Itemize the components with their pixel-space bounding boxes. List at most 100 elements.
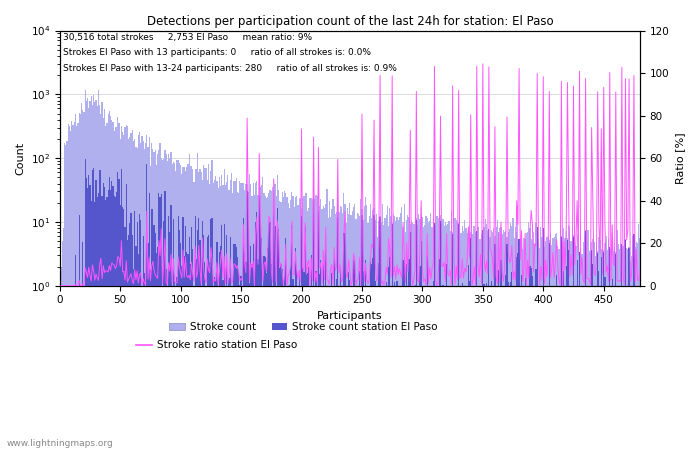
Bar — [265, 257, 266, 450]
Bar — [412, 223, 413, 450]
Bar — [250, 246, 251, 450]
Bar — [246, 191, 248, 450]
Bar — [125, 125, 127, 450]
Bar — [196, 259, 197, 450]
Bar — [258, 196, 260, 450]
Bar — [185, 226, 186, 450]
Bar — [170, 152, 172, 450]
Bar — [527, 291, 528, 450]
Bar — [468, 230, 469, 450]
Bar — [111, 120, 113, 450]
Bar — [401, 207, 402, 450]
Bar — [382, 308, 383, 450]
Bar — [156, 253, 157, 450]
Bar — [301, 207, 302, 450]
Bar — [206, 237, 208, 450]
Bar — [400, 292, 401, 450]
Bar — [88, 176, 90, 450]
Bar — [481, 358, 482, 450]
Bar — [522, 249, 524, 450]
Bar — [441, 290, 442, 450]
Bar — [610, 249, 612, 450]
Bar — [463, 231, 464, 450]
Bar — [359, 271, 360, 450]
Bar — [489, 286, 491, 450]
Bar — [249, 283, 250, 450]
Bar — [221, 176, 223, 450]
Bar — [111, 181, 113, 450]
Bar — [314, 308, 316, 450]
Text: www.lightningmaps.org: www.lightningmaps.org — [7, 439, 113, 448]
Bar — [521, 275, 522, 450]
Bar — [279, 201, 281, 450]
Bar — [195, 169, 196, 450]
Bar — [529, 266, 531, 450]
Bar — [369, 216, 370, 450]
Bar — [469, 281, 470, 450]
Bar — [622, 333, 624, 450]
Bar — [517, 218, 519, 450]
Bar — [117, 117, 118, 450]
Bar — [391, 223, 393, 450]
Bar — [479, 239, 480, 450]
Bar — [376, 319, 377, 450]
Bar — [428, 222, 429, 450]
Bar — [255, 222, 256, 450]
Bar — [92, 105, 93, 450]
Bar — [253, 244, 254, 450]
Bar — [413, 320, 414, 450]
Bar — [552, 238, 554, 450]
Bar — [471, 393, 472, 450]
Bar — [270, 222, 271, 450]
Bar — [318, 211, 319, 450]
Bar — [163, 221, 164, 450]
Bar — [85, 159, 86, 450]
Bar — [638, 326, 639, 450]
Bar — [549, 240, 550, 450]
Bar — [237, 192, 238, 450]
Bar — [536, 270, 537, 450]
Bar — [411, 221, 412, 450]
Bar — [386, 286, 388, 450]
Bar — [225, 185, 226, 450]
Bar — [626, 248, 627, 450]
Bar — [360, 199, 361, 450]
Bar — [634, 247, 636, 450]
Bar — [396, 217, 398, 450]
Bar — [570, 294, 572, 450]
Bar — [88, 108, 90, 450]
Bar — [321, 209, 323, 450]
Bar — [568, 250, 569, 450]
Bar — [186, 167, 188, 450]
Bar — [338, 212, 339, 450]
Bar — [98, 193, 99, 450]
Bar — [110, 117, 111, 450]
Bar — [94, 102, 95, 450]
Bar — [475, 377, 476, 450]
Bar — [123, 209, 125, 450]
Bar — [197, 230, 198, 450]
Bar — [422, 217, 423, 450]
Bar — [103, 118, 104, 450]
Bar — [561, 236, 562, 450]
Bar — [351, 319, 353, 450]
Bar — [399, 287, 400, 450]
Bar — [599, 291, 601, 450]
Bar — [97, 106, 98, 450]
Bar — [210, 219, 211, 450]
Bar — [624, 382, 625, 450]
Bar — [555, 234, 556, 450]
Bar — [388, 226, 389, 450]
Bar — [304, 227, 306, 450]
Bar — [230, 237, 231, 450]
Bar — [356, 213, 358, 450]
Bar — [286, 405, 288, 450]
Bar — [341, 207, 342, 450]
X-axis label: Participants: Participants — [317, 311, 383, 321]
Bar — [509, 291, 510, 450]
Bar — [597, 253, 598, 450]
Bar — [399, 217, 400, 450]
Bar — [158, 194, 160, 450]
Bar — [440, 221, 441, 450]
Bar — [125, 184, 127, 450]
